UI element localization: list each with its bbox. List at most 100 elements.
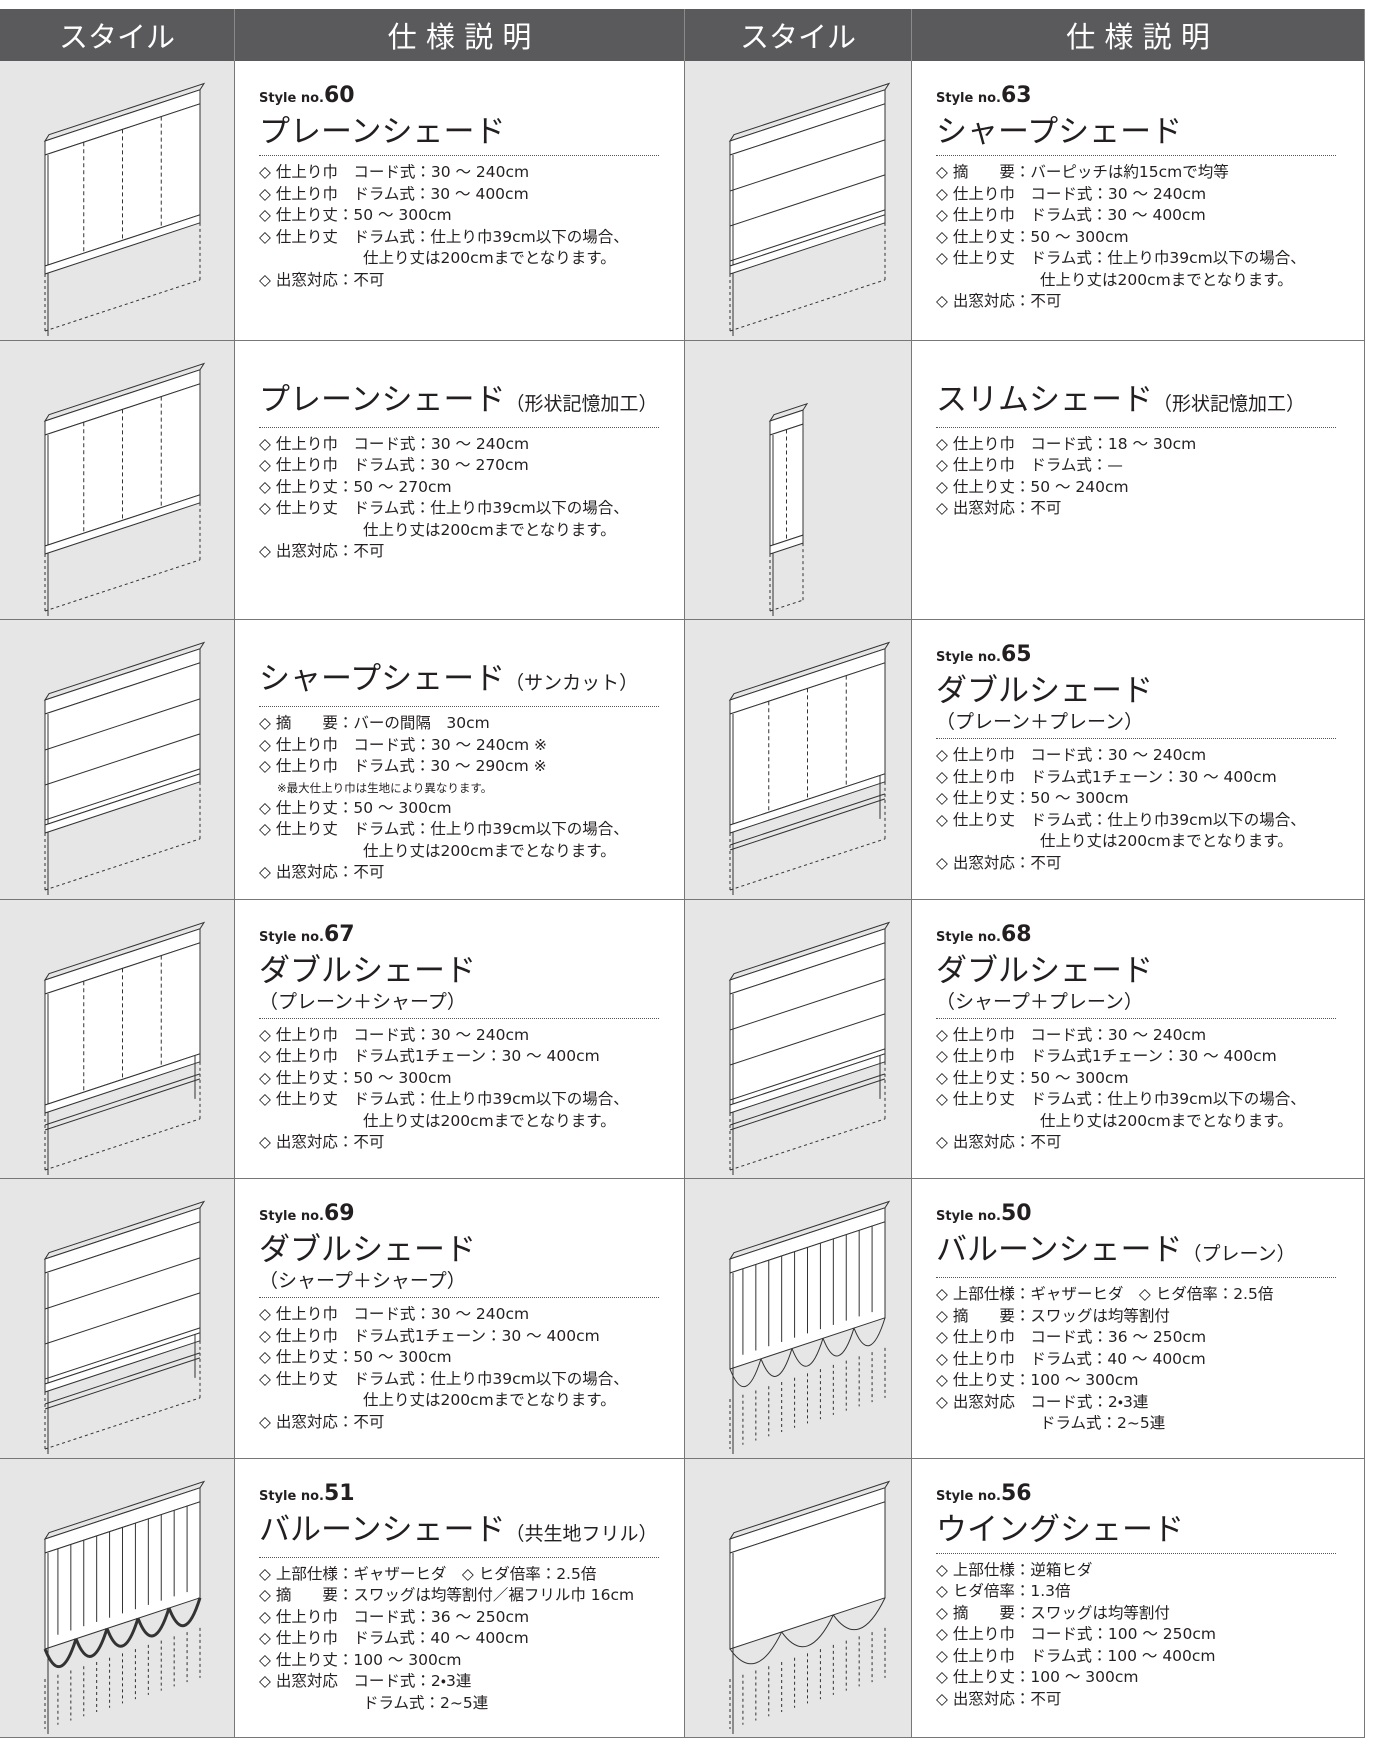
style-illustration <box>685 1458 912 1738</box>
spec-line: ◇ 仕上り巾 コード式：100 ～ 250cm <box>936 1625 1216 1643</box>
style-illustration <box>0 61 235 341</box>
dotted-rule <box>259 1297 659 1298</box>
spec-line: ◇ 仕上り丈：100 ～ 300cm <box>936 1371 1139 1389</box>
style-number-value: 51 <box>323 1480 355 1506</box>
spec-line: ◇ 仕上り巾 コード式：30 ～ 240cm <box>259 1305 530 1323</box>
title-text: ダブルシェード <box>936 673 1153 709</box>
product-title: バルーンシェード（共生地フリル） <box>259 1511 662 1553</box>
spec-line: ◇ 出窓対応：不可 <box>936 292 1062 310</box>
shade-drawing <box>728 82 891 336</box>
spec-line: ◇ 摘 要：スワッグは均等割付 <box>936 1603 1170 1622</box>
shade-drawing <box>43 641 206 895</box>
spec-line: ◇ 仕上り巾 ドラム式：30 ～ 400cm <box>936 206 1206 224</box>
spec-line: ドラム式：2~5連 <box>1040 1414 1166 1432</box>
spec-cell: スリムシェード（形状記憶加工） ◇ 仕上り巾 コード式：18 ～ 30cm ◇ 仕上… <box>912 340 1365 620</box>
style-illustration <box>0 340 235 620</box>
spec-line: ◇ 出窓対応：不可 <box>936 853 1062 872</box>
style-illustration <box>0 1179 235 1459</box>
spec-line: ◇ 仕上り丈 ドラム式：仕上り巾39cm以下の場合、 <box>259 1369 629 1388</box>
spec-line: ※最大仕上り巾は生地により異なります。 <box>277 780 493 795</box>
style-number-value: 67 <box>323 921 355 947</box>
title-note: （シャープ＋プレーン） <box>936 990 1143 1013</box>
spec-line: ◇ ヒダ倍率：1.3倍 <box>936 1582 1071 1600</box>
style-prefix: Style no. <box>936 1209 1001 1224</box>
spec-line: ◇ 仕上り丈 ドラム式：仕上り巾39cm以下の場合、 <box>936 810 1306 829</box>
shade-drawing <box>43 1480 206 1734</box>
shade-drawing <box>728 1200 891 1454</box>
dotted-rule <box>936 1552 1336 1554</box>
shade-drawing <box>43 362 206 616</box>
spec-line: 仕上り丈は200cmまでとなります。 <box>363 249 616 267</box>
spec-line: ◇ 仕上り巾 コード式：36 ～ 250cm <box>936 1328 1207 1346</box>
shade-drawing <box>728 921 891 1175</box>
spec-cell: Style no. 68 ダブルシェード （シャープ＋プレーン） ◇ 仕上り巾 コード式… <box>912 899 1365 1179</box>
spec-cell: Style no. 67 ダブルシェード （プレーン＋シャープ） ◇ 仕上り巾 コード式… <box>235 899 685 1179</box>
style-prefix: Style no. <box>259 929 324 945</box>
title-subtitle: （サンカット） <box>505 672 639 694</box>
dotted-rule <box>259 706 659 707</box>
spec-line: ◇ 仕上り丈 ドラム式：仕上り巾39cm以下の場合、 <box>936 249 1306 267</box>
spec-line: ◇ 仕上り丈 ドラム式：仕上り巾39cm以下の場合、 <box>259 820 629 838</box>
spec-line: ◇ 仕上り丈：50 ～ 300cm <box>936 789 1129 807</box>
style-number-value: 50 <box>1000 1201 1032 1226</box>
style-number: Style no. 63 <box>936 83 1342 113</box>
spec-cell: シャープシェード（サンカット） ◇ 摘 要：バーの間隔 30cm ◇ 仕上り巾 コー… <box>235 620 685 900</box>
spec-line: ◇ 仕上り丈：100 ～ 300cm <box>936 1668 1139 1686</box>
style-illustration <box>0 620 235 900</box>
style-prefix: Style no. <box>936 1488 1001 1504</box>
style-prefix: Style no. <box>259 1209 324 1224</box>
spec-line: ◇ 仕上り巾 コード式：30 ～ 240cm <box>936 1025 1207 1044</box>
spec-line: ◇ 仕上り巾 ドラム式：40 ～ 400cm <box>259 1629 529 1647</box>
header-cell: 仕 様 説 明 <box>912 9 1365 61</box>
title-text: ダブルシェード <box>259 952 476 989</box>
title-subtitle: （形状記憶加工） <box>1153 392 1306 415</box>
spec-line: ◇ 仕上り巾 ドラム式1チェーン：30 ～ 400cm <box>259 1326 600 1345</box>
spec-line: ◇ 仕上り丈：50 ～ 300cm <box>936 227 1129 246</box>
spec-line: ◇ 仕上り巾 コード式：36 ～ 250cm <box>259 1607 530 1626</box>
shade-drawing <box>728 641 891 895</box>
title-text: バルーンシェード <box>259 1511 506 1548</box>
spec-line: ◇ 摘 要：バーの間隔 30cm <box>259 714 490 732</box>
spec-cell: Style no. 65 ダブルシェード （プレーン＋プレーン） ◇ 仕上り巾 コード式… <box>912 620 1365 900</box>
style-illustration <box>685 61 912 341</box>
style-illustration <box>0 1458 235 1738</box>
spec-line: ◇ 出窓対応：不可 <box>259 863 385 881</box>
product-title: ダブルシェード <box>936 952 1342 990</box>
spec-line: 仕上り丈は200cmまでとなります。 <box>363 841 616 860</box>
title-subtitle: （形状記憶加工） <box>505 392 658 415</box>
spec-line: 仕上り丈は200cmまでとなります。 <box>363 1111 616 1130</box>
style-number-value: 60 <box>323 83 355 108</box>
title-text: スリムシェード <box>936 381 1153 418</box>
dotted-rule <box>936 155 1336 156</box>
spec-line: ◇ 仕上り丈：100 ～ 300cm <box>259 1650 462 1669</box>
spec-line: ◇ 仕上り巾 コード式：30 ～ 240cm <box>259 163 530 181</box>
style-illustration <box>685 620 912 900</box>
spec-line: ◇ 出窓対応：不可 <box>936 1689 1062 1708</box>
product-title: シャープシェード <box>936 113 1342 151</box>
spec-line: ◇ 出窓対応：不可 <box>259 542 385 560</box>
product-title: ダブルシェード <box>259 952 662 990</box>
spec-line: ◇ 仕上り丈：50 ～ 300cm <box>259 1068 452 1087</box>
style-number: Style no. 50 <box>936 1201 1342 1231</box>
style-number-value: 68 <box>1000 921 1032 947</box>
spec-line: ◇ 仕上り巾 コード式：30 ～ 240cm <box>936 184 1207 203</box>
dotted-rule <box>936 426 1336 428</box>
spec-line: ◇ 仕上り丈 ドラム式：仕上り巾39cm以下の場合、 <box>936 1090 1306 1108</box>
spec-line: ◇ 仕上り巾 コード式：30 ～ 240cm <box>936 746 1207 764</box>
spec-line: ◇ 仕上り巾 ドラム式1チェーン：30 ～ 400cm <box>936 1047 1277 1065</box>
spec-line: ◇ 仕上り丈：50 ～ 300cm <box>259 798 452 817</box>
spec-cell: プレーンシェード（形状記憶加工） ◇ 仕上り巾 コード式：30 ～ 240cm ◇ … <box>235 340 685 620</box>
title-text: バルーンシェード <box>936 1232 1183 1268</box>
product-title: プレーンシェード <box>259 113 662 151</box>
spec-line: ◇ 出窓対応 コード式：2・3連 <box>259 1672 472 1690</box>
title-text: シャープシェード <box>936 114 1183 150</box>
style-number: Style no. 56 <box>936 1481 1342 1511</box>
product-title: スリムシェード（形状記憶加工） <box>936 381 1342 423</box>
header-cell: スタイル <box>0 9 235 61</box>
style-prefix: Style no. <box>936 91 1001 106</box>
title-text: ダブルシェード <box>936 952 1153 989</box>
spec-line: ◇ 出窓対応：不可 <box>936 1133 1062 1151</box>
spec-line: ◇ 仕上り巾 ドラム式：40 ～ 400cm <box>936 1349 1206 1368</box>
spec-line: 仕上り丈は200cmまでとなります。 <box>1040 270 1293 289</box>
spec-line: ◇ 仕上り巾 ドラム式：30 ～ 400cm <box>259 184 529 203</box>
